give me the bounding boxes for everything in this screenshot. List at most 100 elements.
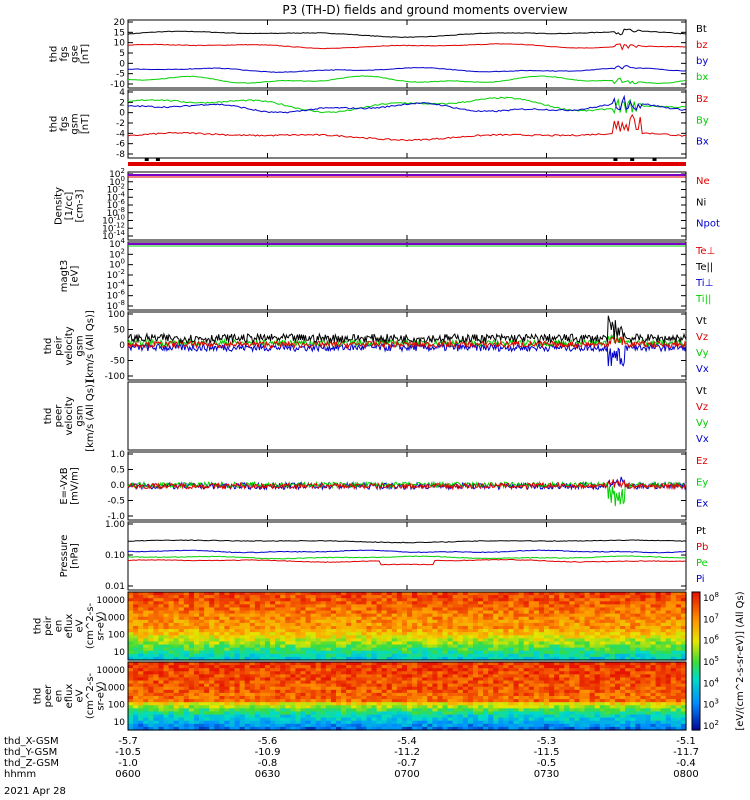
- y-axis-label: en: [54, 690, 65, 703]
- legend-pi: Pi: [696, 574, 705, 585]
- legend-vt: Vt: [696, 386, 707, 397]
- orbit-row-label: thd_X-GSM: [4, 736, 59, 747]
- y-tick-label: 10-6: [107, 198, 126, 211]
- legend-bt: Bt: [696, 24, 707, 35]
- legend-ne: Ne: [696, 176, 710, 187]
- y-axis-label: velocity: [64, 396, 75, 435]
- y-axis-label: en: [54, 620, 65, 633]
- colorbar-tick: 106: [703, 634, 719, 647]
- y-tick-label: 10000: [96, 596, 125, 606]
- series-line-bx: [127, 94, 687, 114]
- series-line-pb: [127, 558, 687, 566]
- colorbar-tick: 108: [703, 591, 719, 604]
- series-line-red: [127, 479, 687, 491]
- colorbar-label: [eV/(cm^2-s-sr-eV)] (All Qs): [735, 591, 746, 730]
- y-axis-label: (cm^2-s-: [85, 672, 96, 719]
- y-tick-label: 1.00: [105, 520, 125, 530]
- orbit-value: -11.5: [534, 747, 560, 758]
- y-axis-label: gsm: [75, 405, 86, 426]
- panel-frame: [127, 89, 687, 159]
- y-tick-label: 5: [119, 49, 125, 59]
- orbit-row-label: thd_Z-GSM: [4, 758, 59, 769]
- colorbar-tick: 103: [703, 698, 719, 711]
- series-line-pi: [127, 549, 687, 554]
- legend-vx: Vx: [696, 364, 709, 375]
- y-axis-label: [km/s (All Qs)]: [85, 380, 96, 452]
- orbit-value: -11.2: [394, 747, 420, 758]
- orbit-row-label: thd_Y-GSM: [4, 747, 57, 758]
- y-tick-label: -6: [116, 140, 125, 150]
- legend-ni: Ni: [696, 197, 706, 208]
- orbit-value: 0730: [534, 769, 559, 780]
- orbit-value: -0.4: [676, 758, 696, 769]
- y-axis-label: velocity: [64, 326, 75, 365]
- y-tick-label: 10-2: [107, 268, 125, 281]
- legend-bx: bx: [696, 72, 708, 83]
- y-tick-label: 104: [109, 237, 125, 250]
- y-tick-label: 100: [108, 631, 125, 641]
- orbit-row-label: hhmm: [4, 769, 36, 780]
- legend-vz: Vz: [696, 402, 708, 413]
- y-tick-label: 10000: [96, 666, 125, 676]
- y-tick-label: 10: [114, 39, 126, 49]
- legend-ti: Ti⊥: [695, 278, 713, 289]
- legend-pe: Pe: [696, 558, 708, 569]
- y-axis-label: thd: [33, 618, 44, 635]
- legend-pt: Pt: [696, 526, 706, 537]
- y-axis-label: [eV]: [69, 266, 80, 287]
- y-axis-label: [km/s (All Qs)]: [85, 310, 96, 382]
- y-tick-label: 4: [119, 88, 125, 98]
- y-axis-label: eflux: [64, 684, 75, 709]
- y-tick-label: 100: [109, 175, 125, 188]
- colorbar-tick: 105: [703, 655, 719, 668]
- y-axis-label: fgs: [59, 116, 70, 131]
- series-line-pt: [128, 539, 687, 544]
- y-axis-label: Density: [54, 187, 65, 225]
- series-line-black: [127, 315, 687, 345]
- y-tick-label: 0: [119, 341, 125, 351]
- y-axis-label: eV: [75, 619, 86, 632]
- y-tick-label: 1000: [102, 613, 125, 623]
- panel-frame: [127, 171, 687, 241]
- orbit-value: -0.8: [258, 758, 278, 769]
- colorbar-tick: 107: [703, 612, 719, 625]
- legend-pb: Pb: [696, 542, 708, 553]
- y-tick-label: 20: [114, 18, 126, 28]
- y-tick-label: -100: [105, 372, 126, 382]
- series-line-by: [128, 64, 687, 73]
- y-axis-label: [nT]: [80, 114, 91, 134]
- panel-frame: [127, 19, 687, 89]
- colorbar-tick: 104: [703, 676, 719, 689]
- panel-peir_vel: thd peir velocity gsm [km/s (All Qs)] 100 50 0 -…: [43, 310, 709, 382]
- y-tick-label: 1000: [102, 683, 125, 693]
- series-line-bz: [128, 43, 687, 51]
- y-tick-label: 0: [119, 59, 125, 69]
- series-line-by: [127, 96, 687, 115]
- orbit-value: 0700: [394, 769, 419, 780]
- y-tick-label: 10-8: [107, 206, 125, 219]
- y-axis-label: sr-eV): [96, 681, 107, 710]
- y-tick-label: 1.0: [111, 450, 126, 460]
- y-tick-label: 100: [108, 310, 125, 320]
- panel-peer_en: thd peer en eflux eV (cm^2-s-sr-eV) 10000 1000 1…: [33, 661, 687, 731]
- panel-pressure: Pressure [nPa] 1.00 0.10 0.01 Pt Pb Pe Pi: [59, 520, 709, 592]
- series-line-bz: [127, 113, 687, 142]
- colorbar-tick: 102: [703, 719, 719, 732]
- y-axis-label: peer: [54, 404, 65, 428]
- orbit-value: -5.7: [118, 736, 138, 747]
- y-axis-label: thd: [33, 688, 44, 705]
- orbit-value: -0.5: [537, 758, 557, 769]
- y-tick-label: -0.5: [107, 497, 125, 507]
- y-axis-label: sr-eV): [96, 611, 107, 640]
- legend-ti: Ti||: [695, 294, 711, 305]
- y-tick-label: 102: [109, 247, 125, 260]
- legend-vt: Vt: [696, 316, 707, 327]
- y-axis-label: eV: [75, 689, 86, 702]
- y-axis-label: fgs: [59, 46, 70, 61]
- y-tick-label: 10: [114, 648, 126, 658]
- y-tick-label: 10-4: [107, 278, 126, 291]
- quality-flag-bar: [128, 162, 686, 166]
